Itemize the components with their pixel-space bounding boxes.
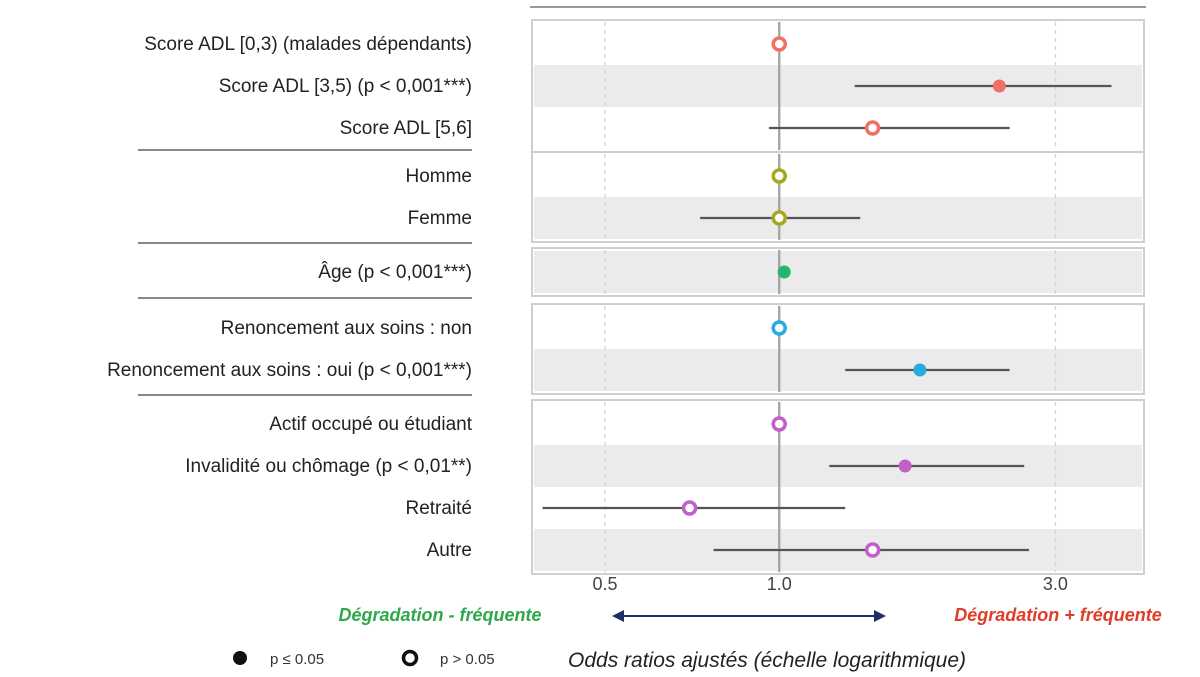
point-estimate-nonsignificant: [771, 168, 787, 184]
row-label: Homme: [405, 166, 472, 187]
x-tick-label: 0.5: [592, 574, 617, 594]
point-estimate-nonsignificant: [771, 36, 787, 52]
row-label: Renoncement aux soins : non: [221, 318, 472, 339]
legend: p ≤ 0.05 p > 0.05: [233, 649, 495, 668]
row-label: Âge (p < 0,001***): [318, 261, 472, 283]
row-label: Score ADL [0,3) (malades dépendants): [144, 34, 472, 55]
point-estimate-significant: [992, 79, 1006, 93]
x-tick-label: 3.0: [1043, 574, 1068, 594]
x-tick-label: 1.0: [767, 574, 792, 594]
row-label: Score ADL [3,5) (p < 0,001***): [219, 76, 472, 97]
legend-filled-marker: [233, 651, 247, 665]
legend-open-label: p > 0.05: [440, 651, 495, 668]
point-estimate-nonsignificant: [771, 210, 787, 226]
legend-open-marker: [401, 649, 419, 667]
x-axis-title: Odds ratios ajustés (échelle logarithmiq…: [568, 649, 966, 672]
row-band: [534, 349, 1142, 391]
direction-arrow: [612, 610, 886, 622]
direction-right-label: Dégradation + fréquente: [954, 605, 1162, 625]
direction-annotation: Dégradation - fréquente Dégradation + fr…: [338, 605, 1161, 625]
point-estimate-significant: [898, 459, 912, 473]
point-estimate-nonsignificant: [864, 120, 881, 136]
x-axis: 0.5 1.0 3.0: [592, 574, 1067, 594]
point-estimate-significant: [913, 363, 927, 377]
row-label: Autre: [427, 540, 472, 561]
row-label: Femme: [408, 208, 472, 229]
direction-left-label: Dégradation - fréquente: [338, 605, 541, 625]
point-estimate-significant: [777, 265, 791, 279]
row-label: Retraité: [405, 498, 472, 519]
legend-filled-label: p ≤ 0.05: [270, 651, 324, 668]
row-band: [534, 251, 1142, 293]
row-label: Actif occupé ou étudiant: [269, 414, 473, 435]
chart-marks: [542, 36, 1112, 558]
point-estimate-nonsignificant: [771, 416, 787, 432]
point-estimate-nonsignificant: [681, 500, 698, 516]
row-label: Invalidité ou chômage (p < 0,01**): [185, 456, 472, 477]
row-label: Renoncement aux soins : oui (p < 0,001**…: [107, 360, 472, 381]
row-label: Score ADL [5,6]: [340, 118, 472, 139]
row-labels: Score ADL [0,3) (malades dépendants) Scor…: [107, 34, 473, 561]
point-estimate-nonsignificant: [771, 320, 787, 336]
panel-backgrounds: [138, 6, 1146, 575]
point-estimate-nonsignificant: [864, 542, 881, 558]
